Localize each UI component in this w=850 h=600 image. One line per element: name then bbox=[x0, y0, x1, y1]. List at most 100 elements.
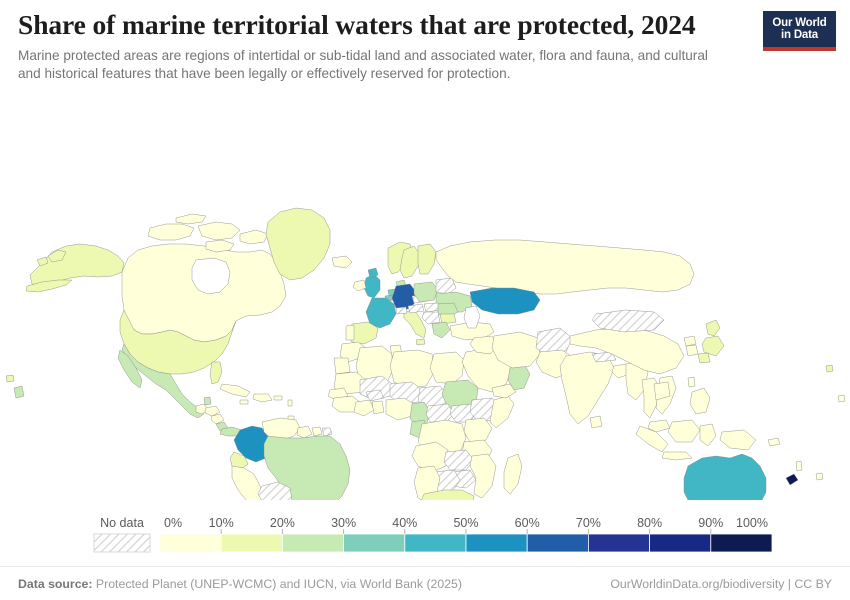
country-japan-honshu[interactable] bbox=[702, 336, 724, 356]
country-cuba[interactable] bbox=[220, 384, 250, 397]
country-united-kingdom[interactable] bbox=[364, 274, 380, 298]
country-indonesia-sumatra[interactable] bbox=[636, 426, 668, 452]
country-austria[interactable] bbox=[408, 304, 424, 313]
legend-no-data-swatch[interactable] bbox=[93, 533, 151, 553]
legend-bin-10-20%[interactable] bbox=[220, 533, 283, 553]
country-iran[interactable] bbox=[492, 332, 540, 368]
country-ghana[interactable] bbox=[372, 401, 384, 414]
country-uganda-kenya[interactable] bbox=[464, 418, 492, 442]
country-iceland[interactable] bbox=[332, 256, 352, 268]
country-greece[interactable] bbox=[432, 322, 450, 338]
country-pacific-islands-west[interactable] bbox=[14, 386, 24, 398]
country-alaska-islands[interactable] bbox=[26, 280, 72, 292]
country-canada-arctic-3[interactable] bbox=[206, 240, 234, 252]
country-north-korea[interactable] bbox=[684, 336, 696, 346]
country-mongolia[interactable] bbox=[592, 310, 664, 332]
country-french-guiana[interactable] bbox=[322, 428, 332, 436]
country-canada-arctic[interactable] bbox=[148, 224, 194, 240]
country-afghanistan[interactable] bbox=[536, 328, 572, 356]
country-yemen[interactable] bbox=[492, 384, 516, 398]
legend-bin-60-70%[interactable] bbox=[526, 533, 589, 553]
legend-bin-90-100%[interactable] bbox=[710, 533, 773, 553]
country-burkina-faso[interactable] bbox=[366, 390, 384, 401]
country-australia[interactable] bbox=[684, 454, 766, 500]
world-choropleth-map[interactable] bbox=[0, 100, 850, 500]
country-alaska-aleutian[interactable] bbox=[48, 250, 66, 262]
country-canada[interactable] bbox=[122, 244, 286, 342]
country-south-africa[interactable] bbox=[420, 490, 474, 500]
legend-bin-30-40%[interactable] bbox=[343, 533, 406, 553]
country-bangladesh[interactable] bbox=[612, 364, 630, 378]
country-nepal-region[interactable] bbox=[592, 352, 616, 362]
country-iraq[interactable] bbox=[470, 336, 498, 354]
country-venezuela[interactable] bbox=[262, 418, 300, 440]
country-belize[interactable] bbox=[204, 397, 211, 405]
country-sicily[interactable] bbox=[416, 339, 425, 345]
country-western-sahara[interactable] bbox=[334, 358, 350, 374]
country-south-korea[interactable] bbox=[686, 345, 698, 356]
country-russia[interactable] bbox=[436, 240, 694, 294]
country-bulgaria[interactable] bbox=[440, 314, 456, 324]
country-honduras[interactable] bbox=[205, 406, 220, 416]
country-egypt[interactable] bbox=[430, 352, 464, 384]
country-belarus[interactable] bbox=[436, 278, 456, 294]
country-angola[interactable] bbox=[412, 442, 448, 472]
country-serbia-balkans[interactable] bbox=[422, 312, 440, 324]
country-france[interactable] bbox=[366, 298, 396, 328]
legend-bin-40-50%[interactable] bbox=[404, 533, 467, 553]
country-brazil[interactable] bbox=[264, 436, 350, 500]
country-papua-new-guinea[interactable] bbox=[720, 430, 756, 450]
legend-bin-20-30%[interactable] bbox=[281, 533, 344, 553]
country-hispaniola[interactable] bbox=[253, 394, 272, 402]
country-mozambique[interactable] bbox=[470, 454, 496, 498]
country-japan[interactable] bbox=[706, 320, 720, 336]
owid-logo[interactable]: Our World in Data bbox=[763, 11, 836, 51]
country-us-florida[interactable] bbox=[210, 362, 222, 384]
legend-bin-0-10%[interactable] bbox=[159, 533, 222, 553]
country-guyana[interactable] bbox=[297, 426, 312, 438]
country-ivory-coast[interactable] bbox=[354, 400, 374, 416]
country-taiwan[interactable] bbox=[688, 377, 695, 387]
country-canada-arctic-2[interactable] bbox=[198, 222, 240, 240]
country-malaysia[interactable] bbox=[648, 420, 670, 432]
country-nigeria[interactable] bbox=[386, 398, 414, 420]
country-kazakhstan[interactable] bbox=[470, 288, 540, 314]
country-ireland[interactable] bbox=[353, 280, 366, 291]
country-madagascar[interactable] bbox=[504, 454, 522, 494]
country-fiji[interactable] bbox=[816, 473, 823, 480]
country-lesser-antilles[interactable] bbox=[288, 400, 292, 406]
country-solomon-islands[interactable] bbox=[768, 438, 780, 446]
country-philippines[interactable] bbox=[690, 388, 710, 414]
legend-bin-70-80%[interactable] bbox=[588, 533, 651, 553]
country-finland[interactable] bbox=[418, 244, 436, 274]
attribution-link[interactable]: OurWorldinData.org/biodiversity | CC BY bbox=[610, 576, 832, 591]
country-uk-scotland[interactable] bbox=[368, 268, 378, 278]
country-indonesia-java[interactable] bbox=[662, 452, 692, 460]
country-central-african-republic[interactable] bbox=[426, 404, 454, 422]
country-hungary[interactable] bbox=[424, 303, 440, 312]
country-cambodia-laos[interactable] bbox=[654, 382, 670, 400]
country-canada-arctic-4[interactable] bbox=[240, 230, 268, 244]
country-india[interactable] bbox=[560, 352, 614, 424]
country-nicaragua[interactable] bbox=[211, 414, 224, 424]
country-libya[interactable] bbox=[390, 350, 434, 388]
country-puerto-rico[interactable] bbox=[274, 396, 282, 400]
country-suriname[interactable] bbox=[312, 427, 322, 436]
country-indonesia-sulawesi[interactable] bbox=[700, 424, 716, 446]
country-pacific-islands-east[interactable] bbox=[838, 395, 845, 402]
country-indonesia-borneo[interactable] bbox=[668, 420, 700, 442]
country-sweden[interactable] bbox=[400, 246, 420, 278]
country-baja-california[interactable] bbox=[118, 350, 142, 388]
country-somalia[interactable] bbox=[490, 396, 514, 428]
country-namibia[interactable] bbox=[414, 466, 440, 500]
country-jamaica[interactable] bbox=[240, 400, 248, 404]
country-sri-lanka[interactable] bbox=[590, 416, 602, 428]
country-peru[interactable] bbox=[232, 466, 264, 500]
country-zambia[interactable] bbox=[444, 450, 474, 470]
country-canada-arctic-5[interactable] bbox=[176, 214, 206, 224]
country-japan-kyushu[interactable] bbox=[698, 353, 710, 363]
country-alaska-islet[interactable] bbox=[37, 257, 48, 266]
country-poland[interactable] bbox=[414, 282, 438, 302]
country-mexico[interactable] bbox=[122, 344, 204, 418]
country-vanuatu[interactable] bbox=[796, 461, 802, 471]
